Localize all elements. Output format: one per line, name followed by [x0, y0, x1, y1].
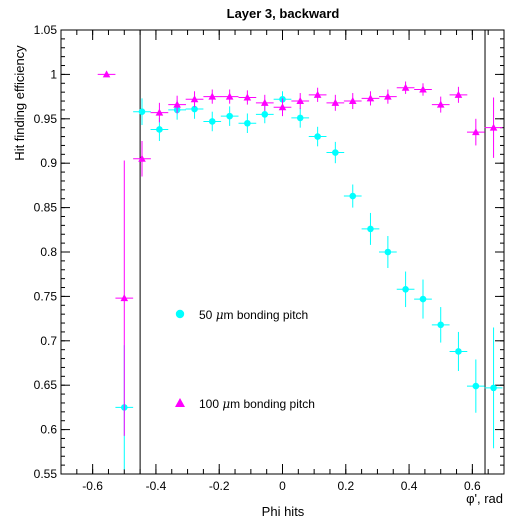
data-point — [331, 98, 340, 106]
legend-marker-50um — [175, 309, 185, 319]
x-tick-label: 0.2 — [337, 479, 354, 493]
data-point — [384, 92, 392, 100]
data-point — [489, 123, 498, 131]
data-point — [437, 321, 445, 329]
data-point — [226, 112, 233, 120]
data-point — [243, 93, 252, 101]
y-tick-label: 0.7 — [40, 334, 57, 348]
data-point — [208, 92, 217, 100]
legend: 50 μm bonding pitch 100 μm bonding pitch — [175, 308, 315, 411]
data-point — [455, 348, 462, 355]
data-point — [490, 384, 497, 392]
y-tick-label: 0.65 — [34, 378, 58, 392]
y-axis-label: Hit finding efficiency — [12, 45, 27, 161]
data-point — [173, 100, 181, 108]
data-point — [138, 154, 146, 162]
data-point — [332, 149, 339, 156]
data-point — [384, 248, 392, 256]
x-axis-label: Phi hits — [262, 504, 305, 519]
data-point — [436, 100, 445, 108]
data-point — [402, 285, 409, 293]
chart-title: Layer 3, backward — [227, 6, 340, 21]
x-tick-label: 0.4 — [401, 479, 418, 493]
y-tick-label: 0.55 — [34, 467, 58, 481]
y-tick-label: 0.75 — [34, 289, 58, 303]
x-tick-label: 0 — [279, 479, 286, 493]
data-point — [208, 118, 216, 125]
data-point — [102, 70, 111, 78]
data-point — [401, 83, 410, 91]
y-tick-label: 1.05 — [34, 23, 58, 37]
data-point — [138, 108, 146, 115]
data-point — [278, 103, 287, 111]
legend-marker-100um — [175, 398, 185, 407]
data-point — [314, 133, 321, 140]
x-tick-label: -0.2 — [209, 479, 230, 493]
legend-label-100um: 100 μm bonding pitch — [199, 397, 315, 411]
data-point — [244, 119, 251, 127]
y-tick-label: 0.95 — [34, 112, 58, 126]
data-point — [454, 90, 463, 98]
data-point — [156, 126, 163, 133]
y-tick-label: 0.9 — [40, 156, 57, 170]
series-50um — [115, 91, 503, 470]
data-point — [261, 111, 269, 118]
data-point — [367, 225, 374, 233]
y-tick-label: 1 — [50, 67, 57, 81]
x-tick-label: 0.6 — [464, 479, 481, 493]
x-axis-unit-label: φ', rad — [466, 491, 503, 506]
data-point — [225, 92, 234, 100]
y-tick-label: 0.8 — [40, 245, 57, 259]
data-point — [191, 105, 198, 113]
legend-label-50um: 50 μm bonding pitch — [199, 308, 308, 322]
data-point — [155, 108, 164, 116]
data-point — [366, 94, 375, 102]
data-point — [313, 90, 322, 98]
data-series — [97, 70, 503, 470]
data-point — [296, 97, 305, 105]
boundary-lines — [139, 30, 486, 474]
data-point — [190, 95, 199, 103]
series-100um — [97, 70, 503, 436]
data-point — [419, 295, 427, 303]
axis-ticks: 0.55 0.6 0.65 0.7 0.75 0.8 0.85 0.9 0.95 1 1.05 -0.… — [34, 23, 505, 493]
data-point — [472, 128, 480, 136]
data-point — [296, 114, 304, 122]
data-point — [419, 85, 427, 93]
y-tick-label: 0.85 — [34, 201, 58, 215]
x-tick-label: -0.4 — [146, 479, 167, 493]
data-point — [472, 382, 480, 390]
x-tick-label: -0.6 — [82, 479, 103, 493]
y-tick-label: 0.6 — [40, 423, 57, 437]
data-point — [349, 192, 357, 200]
data-point — [260, 98, 269, 106]
data-point — [348, 97, 357, 105]
data-point — [120, 294, 129, 302]
